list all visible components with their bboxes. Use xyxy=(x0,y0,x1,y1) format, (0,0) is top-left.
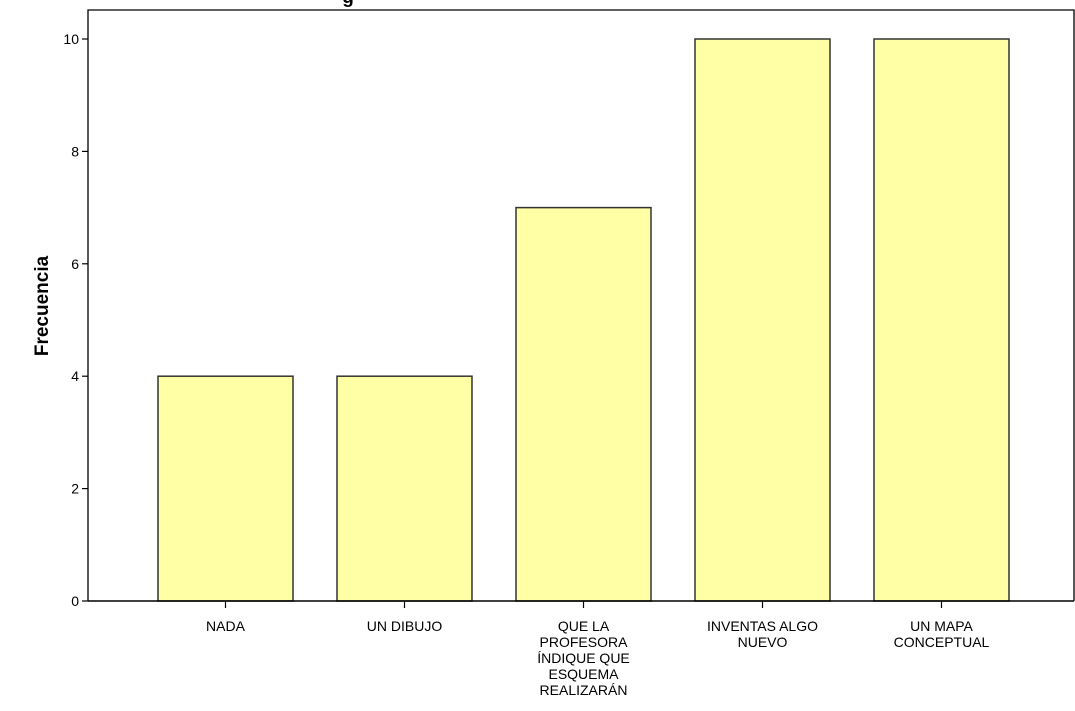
plot-frame-border xyxy=(87,9,1075,601)
bar-1 xyxy=(157,375,294,602)
x-tick-label-line: CONCEPTUAL xyxy=(894,634,990,650)
bar-2 xyxy=(336,375,473,602)
x-tick-label-4: INVENTAS ALGO NUEVO xyxy=(707,618,818,650)
x-tick-label-line: REALIZARÁN xyxy=(540,682,628,698)
x-tick-label-line: PROFESORA xyxy=(540,634,629,650)
x-tick-label-line: QUE LA xyxy=(558,618,610,634)
y-axis: 0 2 4 6 8 10 xyxy=(63,31,88,609)
x-tick-label-line: UN DIBUJO xyxy=(367,618,443,634)
x-tick-label-line: ÍNDIQUE QUE xyxy=(537,650,630,666)
plot-frame xyxy=(87,9,1075,601)
bar-5 xyxy=(873,38,1010,602)
bar-4 xyxy=(694,38,831,602)
x-tick-label-line: INVENTAS ALGO xyxy=(707,618,818,634)
x-tick-label-3: QUE LA PROFESORA ÍNDIQUE QUE ESQUEMA REALIZA… xyxy=(537,618,630,698)
y-tick-label-6: 6 xyxy=(71,256,79,272)
x-tick-label-line: NADA xyxy=(206,618,246,634)
y-tick-label-0: 0 xyxy=(71,593,79,609)
y-axis-label: Frecuencia xyxy=(32,255,53,356)
bars-group xyxy=(157,38,1010,602)
x-tick-label-1: NADA xyxy=(206,618,246,634)
x-tick-label-5: UN MAPA CONCEPTUAL xyxy=(894,618,990,650)
y-tick-label-2: 2 xyxy=(71,481,79,497)
bar-3 xyxy=(515,206,652,602)
y-tick-label-4: 4 xyxy=(71,368,79,384)
x-tick-label-line: UN MAPA xyxy=(910,618,973,634)
x-tick-label-line: NUEVO xyxy=(738,634,788,650)
x-tick-label-line: ESQUEMA xyxy=(548,666,619,682)
y-tick-label-8: 8 xyxy=(71,143,79,159)
x-axis: NADA UN DIBUJO QUE LA PROFESORA ÍNDIQUE QUE E… xyxy=(88,600,1074,698)
chart-title-fragment: g xyxy=(342,0,354,8)
x-tick-label-2: UN DIBUJO xyxy=(367,618,443,634)
y-tick-label-10: 10 xyxy=(63,31,79,47)
